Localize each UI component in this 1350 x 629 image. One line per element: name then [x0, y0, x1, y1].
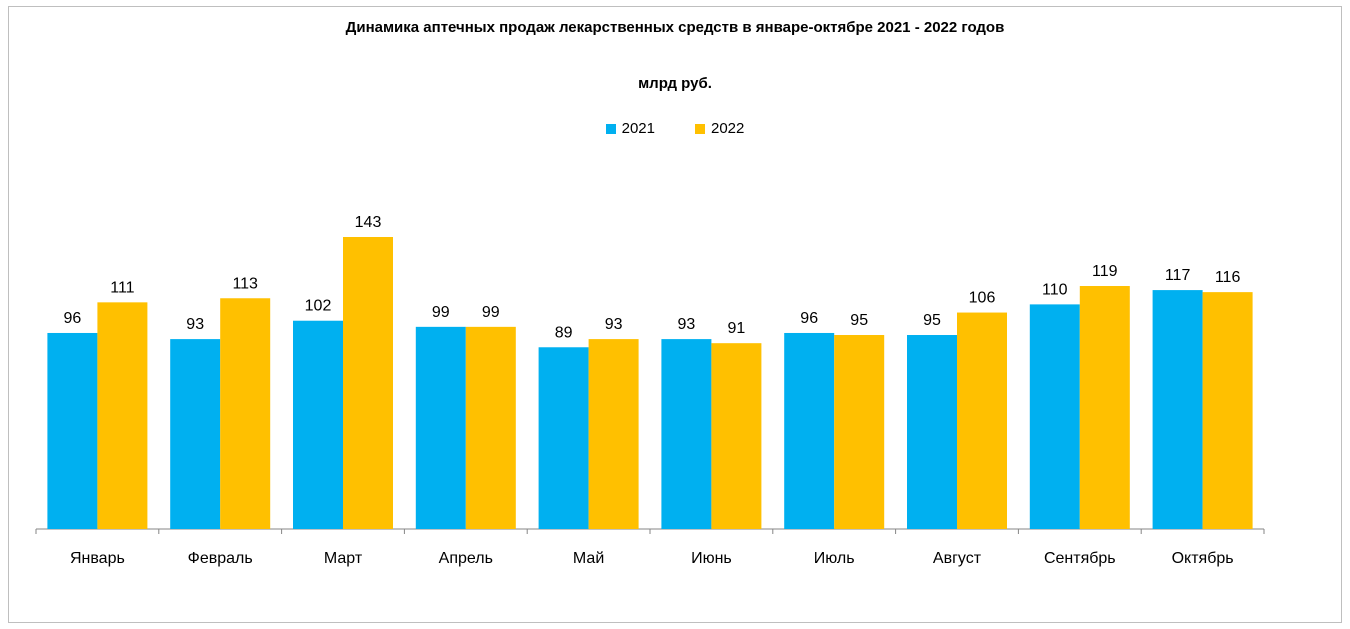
- bar-2022-9[interactable]: [1079, 286, 1130, 529]
- legend-label-2022: 2022: [711, 120, 745, 137]
- data-label-2021-7: 96: [800, 310, 818, 327]
- legend-swatch-2021: [605, 123, 616, 134]
- x-tick-label: Октябрь: [1172, 550, 1234, 567]
- data-label-2022-7: 95: [850, 312, 868, 329]
- x-tick-label: Май: [573, 550, 604, 567]
- x-tick-label: Апрель: [439, 550, 493, 567]
- bar-2021-8[interactable]: [907, 335, 957, 529]
- data-label-2022-10: 116: [1215, 269, 1241, 286]
- data-label-2022-1: 111: [110, 279, 134, 296]
- legend-swatch-2022: [695, 123, 705, 134]
- bar-2021-9[interactable]: [1029, 304, 1080, 529]
- legend-item-2021[interactable]: 2021: [605, 120, 655, 137]
- data-label-2022-8: 106: [969, 290, 996, 307]
- data-label-2021-9: 110: [1042, 281, 1068, 298]
- bar-2021-7[interactable]: [784, 332, 835, 529]
- bar-2022-6[interactable]: [711, 343, 762, 529]
- data-label-2021-4: 99: [432, 304, 450, 321]
- x-tick-label: Июль: [814, 550, 855, 567]
- x-tick-label: Июнь: [691, 550, 732, 567]
- data-label-2022-2: 113: [232, 275, 258, 292]
- data-label-2022-5: 93: [605, 316, 623, 333]
- x-tick-label: Февраль: [188, 550, 253, 567]
- bar-2021-6[interactable]: [661, 339, 712, 529]
- bar-2022-2[interactable]: [220, 298, 271, 529]
- x-tick-label: Сентябрь: [1044, 550, 1116, 567]
- bar-2021-5[interactable]: [538, 347, 589, 529]
- data-label-2021-10: 117: [1165, 267, 1191, 284]
- data-label-2021-2: 93: [186, 316, 204, 333]
- data-label-2021-3: 102: [305, 298, 332, 315]
- bar-2021-1[interactable]: [47, 332, 98, 529]
- bar-2021-2[interactable]: [170, 339, 221, 529]
- chart-legend: 2021 2022: [0, 120, 1350, 137]
- data-label-2022-9: 119: [1092, 263, 1118, 280]
- bar-2022-8[interactable]: [957, 312, 1007, 529]
- bar-2022-5[interactable]: [588, 339, 639, 529]
- data-label-2021-1: 96: [64, 310, 82, 327]
- data-label-2022-4: 99: [482, 304, 500, 321]
- bar-2022-10[interactable]: [1202, 292, 1253, 529]
- data-label-2022-3: 143: [355, 214, 382, 231]
- x-tick-label: Январь: [70, 550, 125, 567]
- bar-2022-3[interactable]: [343, 237, 393, 529]
- bar-2022-1[interactable]: [97, 302, 148, 529]
- bar-2021-10[interactable]: [1152, 290, 1203, 529]
- bar-2021-4[interactable]: [415, 326, 466, 529]
- x-tick-label: Август: [933, 550, 982, 567]
- data-label-2021-8: 95: [923, 312, 941, 329]
- legend-item-2022[interactable]: 2022: [695, 120, 744, 137]
- data-label-2021-6: 93: [678, 316, 696, 333]
- x-tick-label: Март: [324, 550, 363, 567]
- chart-subtitle: млрд руб.: [638, 75, 712, 92]
- bar-2022-4[interactable]: [465, 326, 516, 529]
- data-label-2021-5: 89: [555, 324, 573, 341]
- bar-2022-7[interactable]: [834, 335, 885, 529]
- data-label-2022-6: 91: [728, 320, 746, 337]
- bar-2021-3[interactable]: [293, 320, 343, 529]
- legend-label-2021: 2021: [621, 120, 655, 137]
- chart-title: Динамика аптечных продаж лекарственных с…: [345, 19, 1005, 36]
